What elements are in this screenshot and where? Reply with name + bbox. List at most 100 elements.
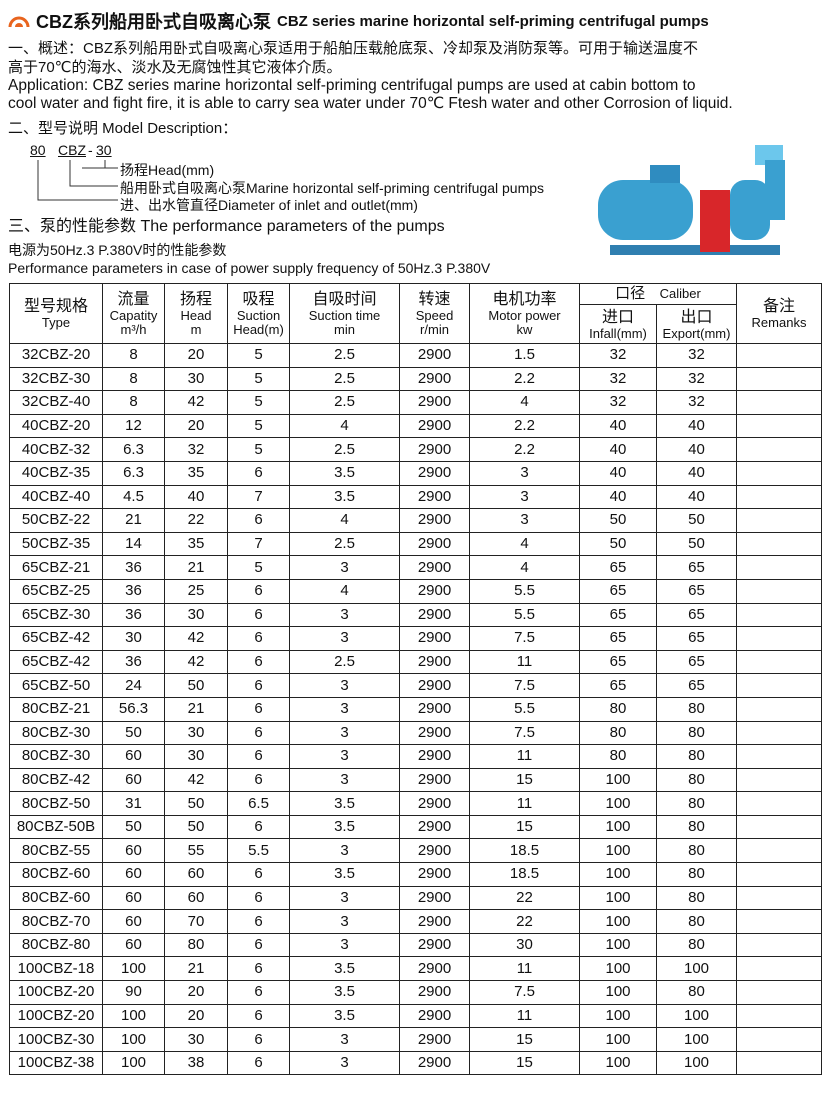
pump-photo <box>598 145 785 255</box>
cell-motor-power: 18.5 <box>469 862 580 887</box>
cell-motor-power: 2.2 <box>469 437 580 462</box>
table-row: 80CBZ-21 56.3 21 6 3 2900 5.5 80 80 <box>9 696 822 722</box>
cell-remarks <box>736 626 822 651</box>
cell-speed: 2900 <box>399 343 470 368</box>
cell-export: 50 <box>656 508 737 533</box>
cell-suction-time: 3 <box>289 602 400 628</box>
cell-export: 65 <box>656 673 737 698</box>
cell-type: 100CBZ-30 <box>9 1027 103 1052</box>
cell-infall: 100 <box>579 862 657 887</box>
cell-export: 100 <box>656 1003 737 1029</box>
cell-speed: 2900 <box>399 791 470 816</box>
overview-line-1: 一、概述：CBZ系列船用卧式自吸离心泵适用于船舶压载舱底泵、冷却泵及消防泵等。可… <box>8 40 699 57</box>
cell-capacity: 30 <box>102 626 165 651</box>
col-export: 出口 Export(mm) <box>656 304 737 344</box>
cell-head: 22 <box>164 508 228 533</box>
cell-type: 65CBZ-50 <box>9 673 103 698</box>
cell-suction-time: 3 <box>289 1027 400 1052</box>
cell-head: 42 <box>164 767 228 793</box>
cell-suction-head: 6 <box>227 508 290 533</box>
table-row: 65CBZ-21 36 21 5 3 2900 4 65 65 <box>9 555 822 580</box>
cell-suction-head: 6 <box>227 649 290 675</box>
cell-speed: 2900 <box>399 767 470 793</box>
cell-export: 40 <box>656 460 737 486</box>
table-row: 50CBZ-22 21 22 6 4 2900 3 50 50 <box>9 508 822 533</box>
table-row: 80CBZ-60 60 60 6 3.5 2900 18.5 100 80 <box>9 862 822 887</box>
cell-infall: 100 <box>579 791 657 816</box>
cell-infall: 32 <box>579 366 657 392</box>
cell-capacity: 24 <box>102 673 165 698</box>
cell-export: 80 <box>656 838 737 864</box>
cell-speed: 2900 <box>399 814 470 840</box>
cell-suction-time: 3 <box>289 744 400 769</box>
table-row: 65CBZ-50 24 50 6 3 2900 7.5 65 65 <box>9 673 822 698</box>
cell-export: 40 <box>656 437 737 462</box>
cell-speed: 2900 <box>399 626 470 651</box>
cell-head: 80 <box>164 932 228 958</box>
cell-capacity: 6.3 <box>102 460 165 486</box>
cell-speed: 2900 <box>399 366 470 392</box>
cell-remarks <box>736 862 822 887</box>
cell-capacity: 36 <box>102 555 165 580</box>
performance-sub-cn: 电源为50Hz.3 P.380V时的性能参数 <box>8 242 227 258</box>
cell-remarks <box>736 673 822 698</box>
cell-export: 80 <box>656 720 737 746</box>
cell-remarks <box>736 649 822 675</box>
table-row: 80CBZ-30 50 30 6 3 2900 7.5 80 80 <box>9 720 822 746</box>
cell-remarks <box>736 484 822 510</box>
cell-motor-power: 4 <box>469 531 580 557</box>
cell-export: 32 <box>656 366 737 392</box>
performance-sub-en: Performance parameters in case of power … <box>8 260 491 276</box>
cell-export: 65 <box>656 555 737 580</box>
cell-motor-power: 18.5 <box>469 838 580 864</box>
cell-type: 100CBZ-18 <box>9 956 103 982</box>
cell-suction-time: 2.5 <box>289 437 400 462</box>
cell-remarks <box>736 744 822 769</box>
cell-remarks <box>736 885 822 911</box>
cell-suction-time: 2.5 <box>289 531 400 557</box>
cell-suction-head: 6 <box>227 862 290 887</box>
cell-suction-head: 5 <box>227 366 290 392</box>
cell-remarks <box>736 1027 822 1052</box>
cell-export: 80 <box>656 909 737 934</box>
cell-infall: 40 <box>579 484 657 510</box>
cell-type: 65CBZ-21 <box>9 555 103 580</box>
cell-head: 25 <box>164 578 228 604</box>
cell-motor-power: 11 <box>469 744 580 769</box>
cell-motor-power: 15 <box>469 1027 580 1052</box>
cell-infall: 65 <box>579 673 657 698</box>
cell-remarks <box>736 791 822 816</box>
cell-suction-time: 3 <box>289 909 400 934</box>
table-row: 40CBZ-20 12 20 5 4 2900 2.2 40 40 <box>9 413 822 439</box>
cell-suction-head: 6 <box>227 744 290 769</box>
cell-capacity: 50 <box>102 720 165 746</box>
cell-type: 80CBZ-50B <box>9 814 103 840</box>
table-row: 80CBZ-80 60 80 6 3 2900 30 100 80 <box>9 932 822 958</box>
col-head: 扬程 Head m <box>164 283 228 344</box>
cell-suction-time: 3 <box>289 626 400 651</box>
model-code-type: CBZ <box>58 142 86 158</box>
cell-head: 50 <box>164 673 228 698</box>
cell-remarks <box>736 838 822 864</box>
cell-capacity: 100 <box>102 1003 165 1029</box>
cell-infall: 80 <box>579 720 657 746</box>
model-heading: 二、型号说明 Model Description： <box>8 120 238 137</box>
cell-infall: 80 <box>579 696 657 722</box>
cell-suction-head: 6 <box>227 673 290 698</box>
cell-speed: 2900 <box>399 673 470 698</box>
table-row: 50CBZ-35 14 35 7 2.5 2900 4 50 50 <box>9 531 822 557</box>
cell-suction-head: 7 <box>227 531 290 557</box>
cell-suction-time: 2.5 <box>289 366 400 392</box>
cell-suction-head: 6 <box>227 885 290 911</box>
cell-motor-power: 3 <box>469 508 580 533</box>
cell-head: 60 <box>164 885 228 911</box>
cell-motor-power: 2.2 <box>469 413 580 439</box>
cell-suction-head: 6 <box>227 626 290 651</box>
cell-capacity: 50 <box>102 814 165 840</box>
cell-head: 30 <box>164 602 228 628</box>
cell-head: 21 <box>164 696 228 722</box>
cell-suction-time: 4 <box>289 508 400 533</box>
cell-export: 65 <box>656 602 737 628</box>
cell-remarks <box>736 767 822 793</box>
cell-remarks <box>736 460 822 486</box>
